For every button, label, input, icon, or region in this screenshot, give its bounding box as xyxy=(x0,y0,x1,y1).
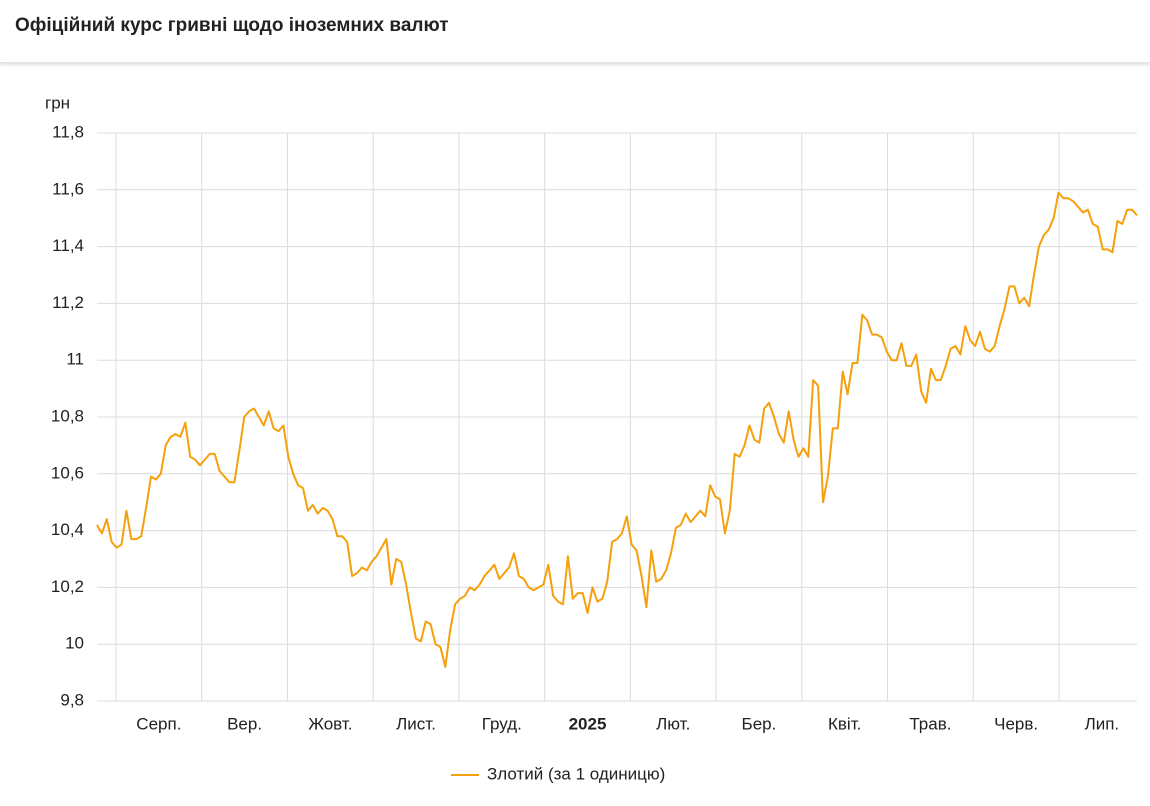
y-tick-label: 10,2 xyxy=(51,577,84,596)
y-tick-label: 10,4 xyxy=(51,520,84,539)
y-tick-label: 11,4 xyxy=(52,236,84,255)
x-tick-label: Лют. xyxy=(656,714,690,733)
x-tick-label: Квіт. xyxy=(828,714,861,733)
x-tick-label: Груд. xyxy=(482,714,522,733)
x-tick-label: Бер. xyxy=(742,714,777,733)
y-unit: грн xyxy=(45,93,70,112)
y-tick-label: 11,8 xyxy=(52,122,84,141)
y-tick-label: 11,6 xyxy=(52,179,84,198)
y-tick-label: 10,6 xyxy=(51,463,84,482)
legend-label: Злотий (за 1 одиницю) xyxy=(487,764,665,783)
x-tick-label: Жовт. xyxy=(308,714,352,733)
y-tick-label: 9,8 xyxy=(60,690,84,709)
x-tick-label: Вер. xyxy=(227,714,262,733)
y-tick-label: 10 xyxy=(65,634,84,653)
header: Офіційний курс гривні щодо іноземних вал… xyxy=(0,0,1150,63)
x-tick-label: Лип. xyxy=(1085,714,1120,733)
x-tick-label: Лист. xyxy=(396,714,436,733)
x-tick-label: Серп. xyxy=(136,714,181,733)
y-tick-label: 11,2 xyxy=(52,293,84,312)
x-tick-label: Черв. xyxy=(994,714,1038,733)
page-title: Офіційний курс гривні щодо іноземних вал… xyxy=(15,15,449,36)
x-tick-label: 2025 xyxy=(569,714,607,733)
x-tick-label: Трав. xyxy=(909,714,951,733)
y-tick-label: 10,8 xyxy=(51,406,84,425)
y-tick-label: 11 xyxy=(66,350,84,369)
series-line xyxy=(96,191,1138,668)
